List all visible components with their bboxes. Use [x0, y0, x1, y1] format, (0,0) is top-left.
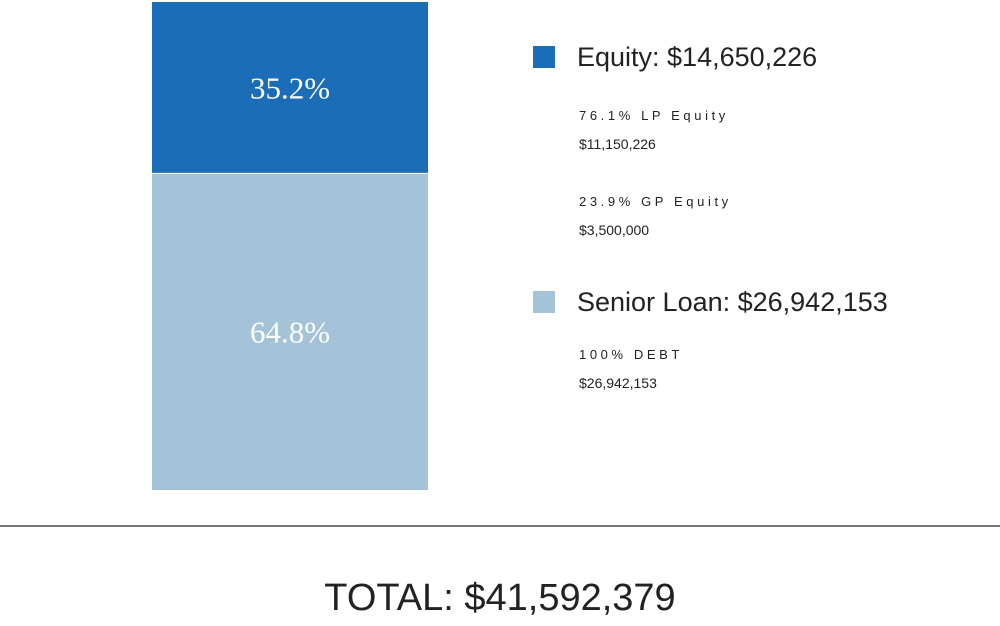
capital-stack-chart: 35.2% 64.8% [152, 2, 428, 491]
debt-value: $26,942,153 [579, 375, 657, 391]
debt-label: 100% DEBT [579, 347, 683, 362]
lp-equity-label: 76.1% LP Equity [579, 108, 729, 123]
divider-line [0, 525, 1000, 527]
lp-equity-item: 76.1% LP Equity $11,150,226 [579, 108, 729, 153]
lp-equity-value: $11,150,226 [579, 136, 656, 152]
senior-loan-legend-title: Senior Loan: $26,942,153 [577, 287, 888, 317]
debt-item: 100% DEBT $26,942,153 [579, 347, 683, 392]
equity-legend-title: Equity: $14,650,226 [577, 42, 818, 72]
equity-swatch [533, 46, 555, 68]
bar-segment-senior-loan [152, 173, 428, 491]
gp-equity-value: $3,500,000 [579, 222, 650, 238]
gp-equity-label: 23.9% GP Equity [579, 194, 732, 209]
total-text: TOTAL: $41,592,379 [324, 577, 676, 619]
bar-segment-equity [152, 2, 428, 174]
segment-label-equity: 35.2% [250, 70, 330, 105]
senior-loan-swatch [533, 291, 555, 313]
gp-equity-item: 23.9% GP Equity $3,500,000 [579, 194, 732, 239]
segment-label-senior-loan: 64.8% [250, 314, 330, 349]
